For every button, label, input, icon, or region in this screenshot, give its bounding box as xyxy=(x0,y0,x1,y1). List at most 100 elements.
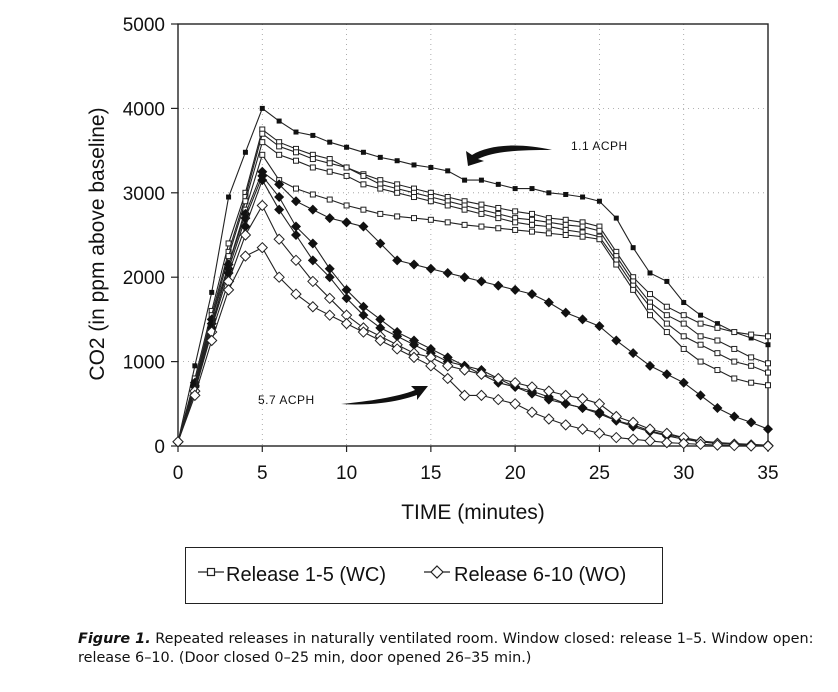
data-point xyxy=(529,186,535,192)
data-point xyxy=(274,204,285,215)
data-point xyxy=(543,385,555,397)
y-axis-title: CO2 (in ppm above baseline) xyxy=(86,107,109,380)
data-point xyxy=(273,271,285,283)
data-point xyxy=(714,337,721,344)
data-point xyxy=(445,168,451,174)
data-point xyxy=(411,162,417,168)
data-point xyxy=(697,333,704,340)
data-point xyxy=(697,341,704,348)
data-point xyxy=(357,326,370,338)
data-point xyxy=(442,372,454,385)
data-point xyxy=(711,439,724,451)
data-point xyxy=(610,431,622,444)
data-point xyxy=(324,272,335,283)
data-point xyxy=(343,202,350,209)
data-point xyxy=(661,436,673,449)
data-point xyxy=(391,343,403,355)
data-point xyxy=(579,223,586,230)
data-point xyxy=(680,333,687,340)
data-point xyxy=(613,215,619,221)
x-tick-label: 30 xyxy=(673,463,694,484)
data-point xyxy=(377,185,384,192)
data-point xyxy=(259,151,266,158)
data-point xyxy=(731,358,738,365)
data-point xyxy=(545,230,552,237)
data-point xyxy=(594,408,605,419)
data-point xyxy=(580,194,586,200)
data-point xyxy=(509,398,521,410)
data-point xyxy=(748,362,755,369)
data-point xyxy=(714,350,721,357)
data-point xyxy=(206,334,218,347)
data-point xyxy=(729,411,740,422)
data-point xyxy=(276,143,283,150)
data-point xyxy=(576,393,589,405)
data-point xyxy=(748,354,755,361)
data-point xyxy=(408,351,420,364)
x-tick-label: 10 xyxy=(336,463,357,484)
data-point xyxy=(256,241,268,254)
x-tick-label: 5 xyxy=(257,463,268,484)
data-point xyxy=(274,179,285,190)
data-point xyxy=(375,314,386,325)
data-point xyxy=(276,118,282,124)
data-point xyxy=(291,221,301,232)
data-point xyxy=(341,293,352,304)
data-point xyxy=(645,360,655,371)
data-point xyxy=(462,177,468,183)
data-point xyxy=(529,216,535,223)
data-point xyxy=(290,288,302,300)
data-point xyxy=(562,221,569,228)
data-point xyxy=(442,267,453,278)
data-point xyxy=(748,335,754,341)
y-tick-label: 3000 xyxy=(123,184,165,205)
data-point xyxy=(411,215,417,222)
data-point xyxy=(560,419,572,431)
data-point xyxy=(360,181,367,188)
data-point xyxy=(324,292,336,305)
data-point xyxy=(425,263,436,274)
data-point xyxy=(257,175,268,186)
data-point xyxy=(628,348,639,359)
plot-frame xyxy=(177,23,769,447)
data-point xyxy=(647,312,653,319)
data-point xyxy=(458,364,471,376)
data-point xyxy=(411,194,417,201)
x-axis-title: TIME (minutes) xyxy=(401,501,545,524)
legend-label-wc: Release 1-5 (WC) xyxy=(226,564,387,586)
data-point xyxy=(611,335,622,346)
data-point xyxy=(765,360,771,367)
data-point xyxy=(492,372,504,385)
data-point xyxy=(341,217,352,228)
data-point xyxy=(276,151,283,158)
data-point xyxy=(644,435,656,447)
data-point xyxy=(274,192,285,203)
data-point xyxy=(594,321,605,332)
data-point xyxy=(307,238,318,249)
data-point xyxy=(324,309,336,321)
data-point xyxy=(694,438,707,451)
y-tick-label: 2000 xyxy=(123,268,165,289)
data-point xyxy=(293,149,299,156)
data-point xyxy=(663,303,670,310)
data-point xyxy=(495,204,502,211)
data-point xyxy=(763,424,773,435)
x-tick-label: 0 xyxy=(173,463,184,484)
data-point xyxy=(678,437,690,450)
data-point xyxy=(577,314,588,325)
data-point xyxy=(239,250,252,262)
data-point xyxy=(425,360,437,372)
data-point xyxy=(291,230,301,240)
data-point xyxy=(560,389,572,402)
data-point xyxy=(240,221,251,232)
series-wo-10 xyxy=(172,241,774,452)
series-line xyxy=(177,204,769,447)
data-point xyxy=(661,369,672,380)
data-point xyxy=(663,312,670,319)
data-point xyxy=(527,388,537,399)
data-point xyxy=(309,191,316,198)
data-point xyxy=(377,154,383,160)
data-point xyxy=(222,284,235,296)
data-point xyxy=(698,312,704,318)
data-point xyxy=(290,254,302,267)
